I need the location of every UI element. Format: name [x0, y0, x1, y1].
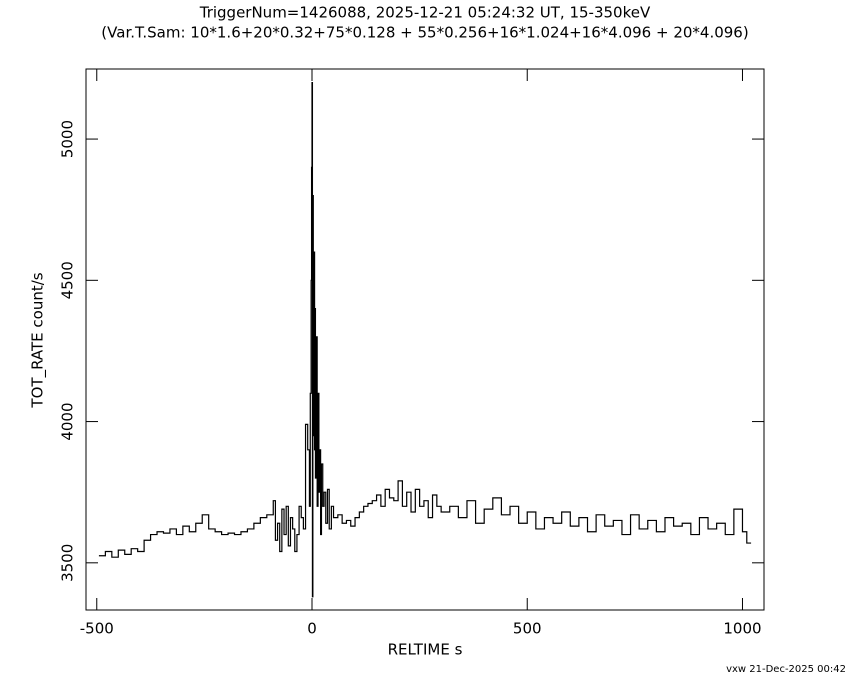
chart-subtitle: (Var.T.Sam: 10*1.6+20*0.32+75*0.128 + 55…	[101, 24, 748, 42]
x-axis-label: RELTIME s	[388, 641, 463, 659]
chart-title: TriggerNum=1426088, 2025-12-21 05:24:32 …	[199, 4, 651, 22]
x-tick-label: 0	[307, 620, 317, 638]
y-tick-label: 5000	[59, 120, 77, 158]
y-tick-label: 4000	[59, 402, 77, 440]
plot-frame	[85, 68, 765, 611]
footer: vxw 21-Dec-2025 00:42	[726, 664, 846, 675]
x-tick-label: -500	[80, 620, 114, 638]
y-tick-label: 4500	[59, 261, 77, 299]
light-curve	[98, 81, 752, 598]
x-tick-label: 500	[513, 620, 542, 638]
x-tick-label: 1000	[723, 620, 761, 638]
y-axis-label: TOT_RATE count/s	[29, 272, 48, 408]
y-tick-label: 3500	[59, 544, 77, 582]
